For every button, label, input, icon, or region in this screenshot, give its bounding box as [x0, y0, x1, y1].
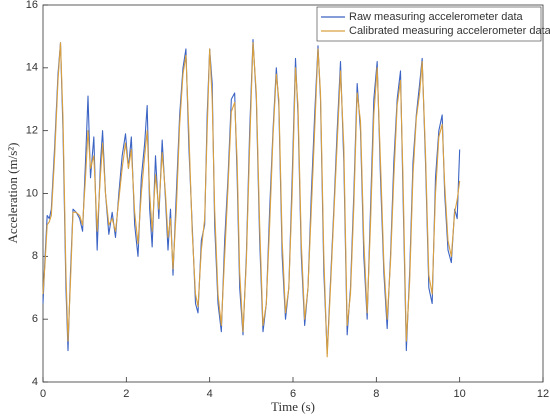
y-tick-label: 12 — [26, 125, 38, 137]
y-tick-label: 14 — [26, 62, 38, 74]
x-tick-label: 0 — [40, 388, 46, 400]
plot-frame — [42, 4, 544, 383]
x-tick-label: 8 — [373, 388, 379, 400]
legend-label: Calibrated measuring accelerometer data — [349, 25, 550, 37]
x-tick-label: 6 — [290, 388, 296, 400]
legend-box — [316, 6, 542, 42]
y-tick-label: 10 — [26, 187, 38, 199]
data-line — [42, 42, 461, 358]
x-tick-label: 10 — [454, 388, 466, 400]
x-axis-title: Time (s) — [271, 399, 315, 414]
x-tick-label: 12 — [537, 388, 549, 400]
y-tick-label: 16 — [26, 0, 38, 11]
legend-label: Raw measuring accelerometer data — [349, 11, 524, 23]
y-axis-title: Acceleration (m/s²) — [5, 143, 20, 244]
y-tick-label: 8 — [32, 250, 38, 262]
y-tick-label: 4 — [32, 376, 38, 388]
y-tick-label: 6 — [32, 313, 38, 325]
x-tick-label: 2 — [123, 388, 129, 400]
x-tick-label: 4 — [207, 388, 213, 400]
